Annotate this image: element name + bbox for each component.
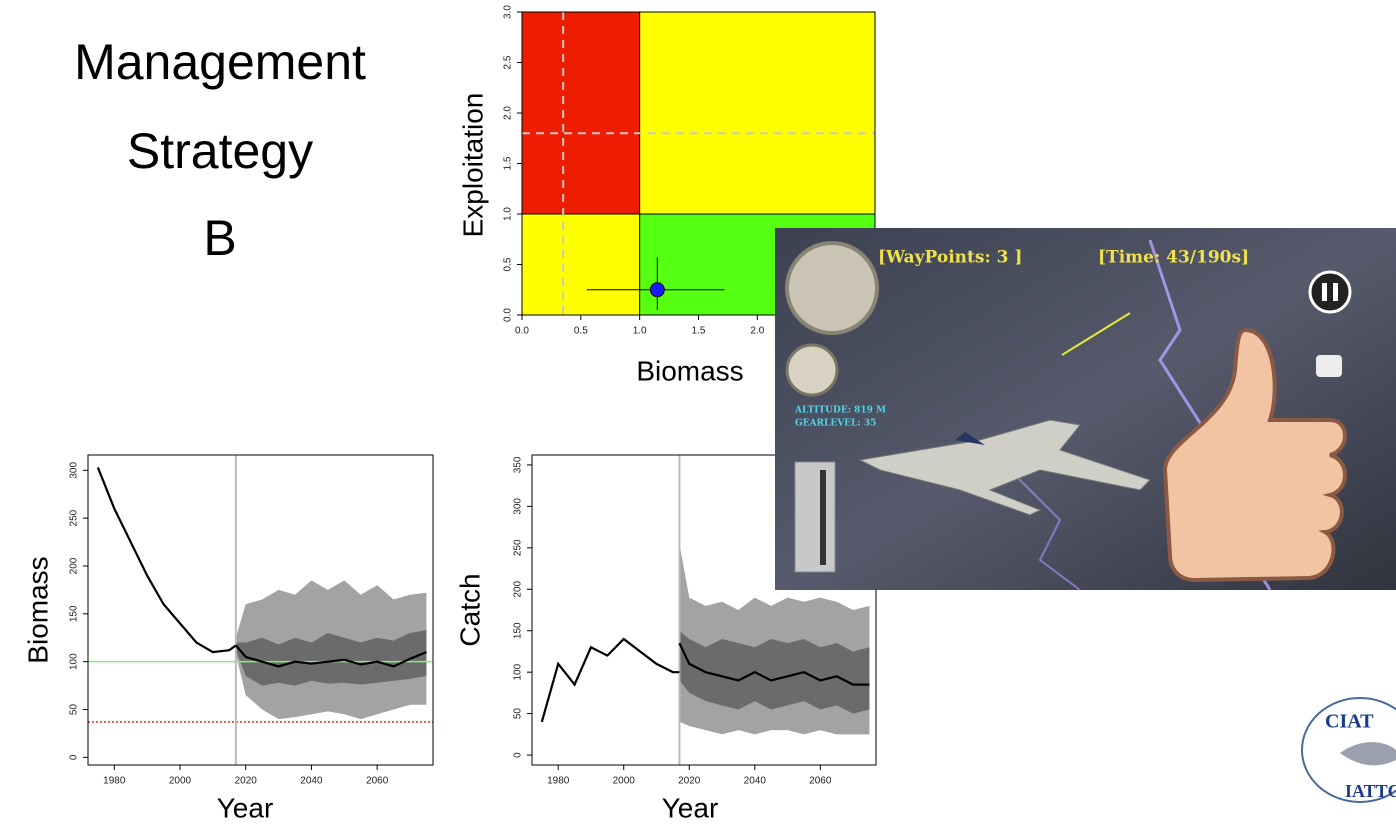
y-tick-label: 0	[513, 752, 524, 758]
x-tick-label: 2000	[169, 776, 192, 787]
game-screenshot: [WayPoints: 3 ] [Time: 43/190s] ALTITUDE…	[775, 228, 1396, 590]
camera-button[interactable]	[1316, 355, 1342, 377]
x-tick-label: 0.0	[515, 326, 529, 337]
y-tick-label: 250	[69, 509, 80, 526]
y-tick-label: 0.5	[503, 257, 514, 271]
y-tick-label: 100	[69, 653, 80, 670]
x-tick-label: 2.0	[750, 326, 764, 337]
x-tick-label: 1.5	[692, 326, 706, 337]
zone	[640, 12, 875, 214]
x-tick-label: 2000	[613, 776, 636, 787]
y-axis-title: Biomass	[22, 556, 53, 663]
y-tick-label: 0	[69, 754, 80, 760]
point	[650, 283, 664, 297]
x-tick-label: 2040	[300, 776, 323, 787]
title-line: B	[203, 210, 236, 266]
x-tick-label: 1.0	[633, 326, 647, 337]
zone	[522, 12, 640, 214]
y-tick-label: 2.5	[503, 55, 514, 69]
x-tick-label: 1980	[547, 776, 570, 787]
x-tick-label: 1980	[103, 776, 126, 787]
y-tick-label: 150	[513, 622, 524, 639]
y-tick-label: 2.0	[503, 106, 514, 120]
y-tick-label: 3.0	[503, 5, 514, 19]
y-tick-label: 1.5	[503, 156, 514, 170]
y-tick-label: 200	[69, 557, 80, 574]
y-tick-label: 350	[513, 456, 524, 473]
logo: CIAT IATTC	[1302, 698, 1396, 802]
x-tick-label: 0.5	[574, 326, 588, 337]
x-axis-title: Year	[217, 792, 274, 823]
title-line: Management	[74, 34, 366, 90]
y-axis-title: Catch	[454, 573, 485, 646]
y-tick-label: 300	[69, 462, 80, 479]
speed-gauge	[787, 345, 837, 395]
y-axis-title: Exploitation	[457, 93, 488, 238]
y-tick-label: 0.0	[503, 308, 514, 322]
title-line: Strategy	[127, 123, 313, 179]
y-tick-label: 250	[513, 539, 524, 556]
pause-bar	[1322, 283, 1327, 301]
x-axis-title: Biomass	[636, 355, 743, 386]
x-axis-title: Year	[662, 792, 719, 823]
time: [Time: 43/190s]	[1098, 248, 1249, 268]
logo-top: CIAT	[1325, 711, 1374, 733]
y-tick-label: 150	[69, 605, 80, 622]
radar-gauge	[787, 243, 877, 333]
altitude: ALTITUDE: 819 M	[794, 406, 886, 416]
y-tick-label: 200	[513, 580, 524, 597]
slide: Management Strategy B 0.0 0.5 1.0 1.5 2.0 0.0…	[0, 0, 1396, 827]
zone	[522, 214, 640, 315]
y-tick-label: 300	[513, 498, 524, 515]
x-tick-label: 2060	[366, 776, 389, 787]
logo-bottom: IATTC	[1345, 781, 1396, 801]
x-tick-label: 2020	[235, 776, 258, 787]
y-tick-label: 50	[69, 704, 80, 716]
throttle	[795, 462, 835, 572]
pause-button[interactable]	[1310, 272, 1350, 312]
gear-level: GEARLEVEL: 35	[795, 419, 876, 429]
x-tick-label: 2020	[678, 776, 701, 787]
x-tick-label: 2040	[744, 776, 767, 787]
waypoints: [WayPoints: 3 ]	[878, 248, 1022, 268]
y-tick-label: 1.0	[503, 207, 514, 221]
throttle-slot	[820, 470, 826, 565]
y-tick-label: 100	[513, 663, 524, 680]
x-tick-label: 2060	[809, 776, 832, 787]
pause-bar	[1333, 283, 1338, 301]
y-tick-label: 50	[513, 708, 524, 720]
